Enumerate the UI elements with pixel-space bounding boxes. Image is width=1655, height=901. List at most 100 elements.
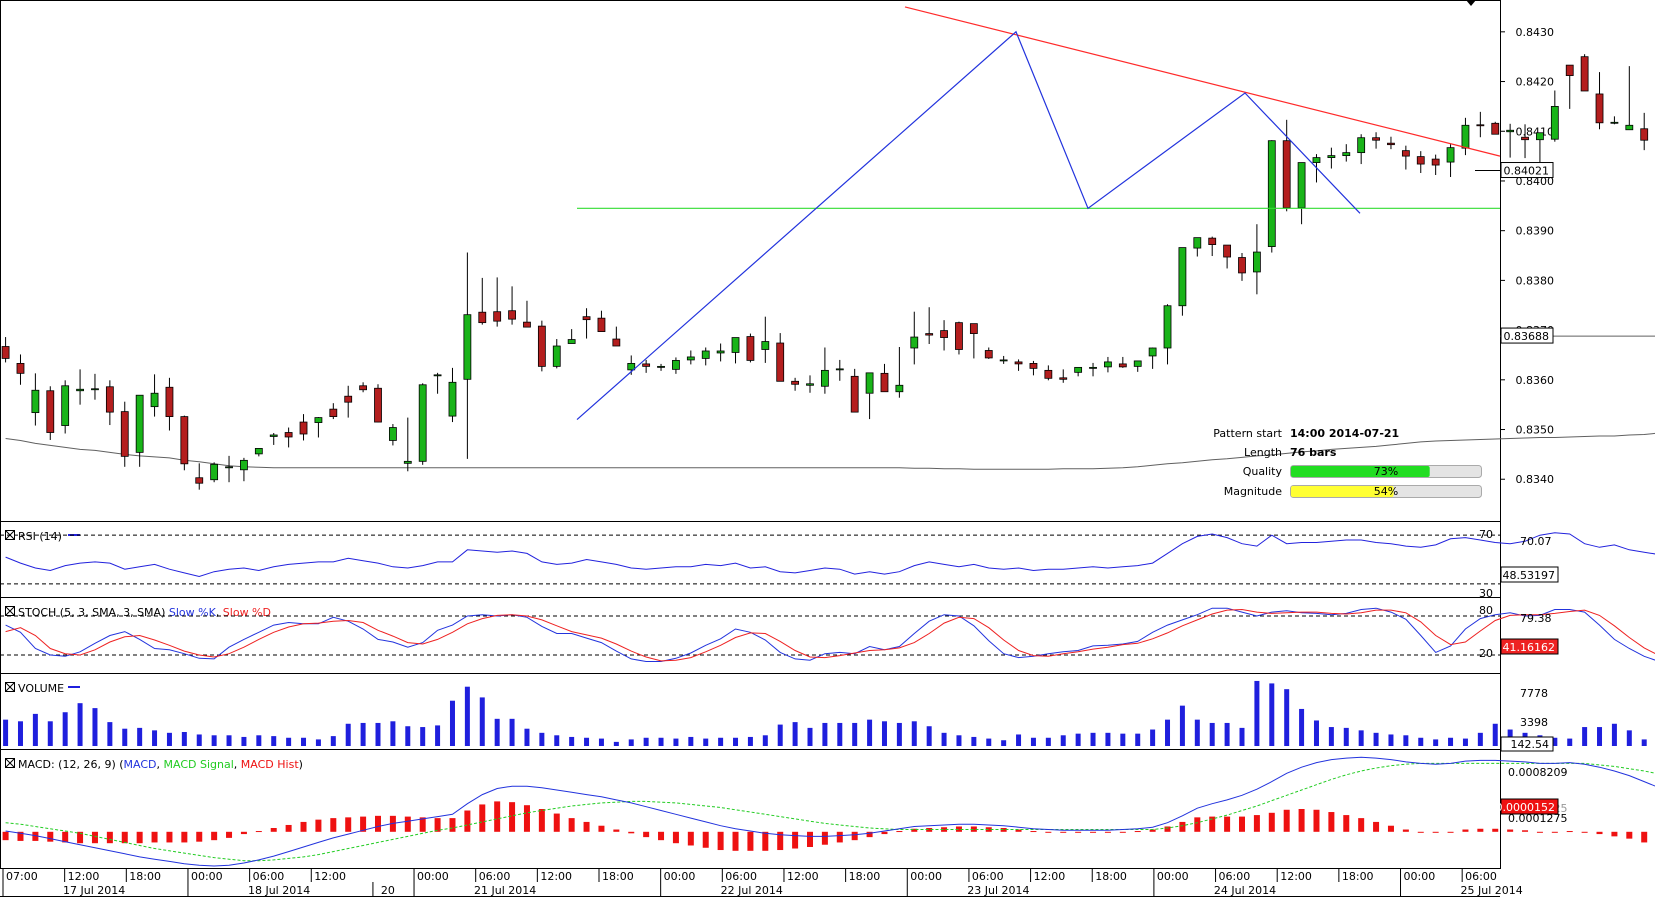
candle — [716, 343, 725, 362]
volume-bar — [1462, 738, 1468, 746]
candle-body — [463, 314, 472, 380]
macd-hist-bar — [1551, 831, 1558, 833]
stoch-last-label: 41.16162 — [1503, 641, 1556, 654]
candle — [940, 320, 948, 351]
macd-axis-label-high: 0.0008209 — [1508, 766, 1568, 779]
magnitude-value: 54% — [1374, 485, 1398, 498]
candle-body — [46, 390, 55, 433]
volume-bar — [509, 718, 515, 746]
macd-hist-bar — [702, 831, 709, 848]
time-tick-label: 07:00 — [6, 870, 38, 883]
candle — [344, 385, 353, 418]
candle — [329, 403, 338, 420]
macd-hist-bar — [896, 831, 903, 833]
candle — [1148, 347, 1157, 369]
candle-body — [1550, 105, 1559, 140]
stoch-level-20: 20 — [1479, 647, 1493, 660]
macd-hist-bar — [1581, 831, 1588, 833]
candle — [776, 333, 785, 382]
price-axis: 0.8430 0.8420 0.8410 0.8400 0.8390 0.8380 0.83… — [1500, 26, 1554, 486]
macd-hist-bar — [464, 810, 471, 832]
volume-bar — [1135, 733, 1141, 746]
macd-hist-bar — [821, 831, 828, 845]
zigzag-line — [576, 30, 1361, 421]
volume-bar — [673, 738, 679, 746]
candle-body — [925, 333, 934, 336]
macd-hist-bar — [1134, 831, 1141, 833]
candle — [1223, 244, 1232, 269]
macd-hist-bar — [121, 831, 128, 844]
volume-bar — [688, 736, 694, 746]
date-tick-label: 17 Jul 2014 — [63, 884, 125, 897]
rsi-axis-label: 70.07 — [1520, 535, 1552, 548]
magnitude-label: Magnitude — [1224, 485, 1283, 498]
candle-body — [448, 381, 457, 417]
time-tick-label: 18:00 — [849, 870, 881, 883]
candle — [76, 369, 84, 405]
candle-body — [820, 369, 829, 387]
candle-body — [910, 336, 919, 349]
candle-body — [120, 411, 129, 457]
volume-bar — [479, 697, 485, 746]
candle-body — [240, 459, 248, 471]
volume-bar — [1343, 727, 1349, 746]
candle — [1238, 253, 1246, 281]
candle — [612, 326, 621, 347]
candle-body — [1565, 64, 1574, 76]
macd-hist-bar — [434, 818, 441, 832]
candle — [403, 417, 412, 472]
macd-hist-bar — [658, 831, 665, 841]
macd-hist-bar — [315, 819, 322, 832]
candle — [1074, 366, 1083, 377]
candle — [537, 320, 546, 372]
candle-body — [1208, 237, 1217, 245]
candle — [314, 417, 323, 438]
macd-hist-bar — [1253, 815, 1260, 832]
volume-bar — [1016, 734, 1022, 746]
macd-hist-bar — [1090, 831, 1097, 833]
candle — [150, 374, 159, 417]
macd-line — [5, 756, 1655, 867]
volume-bar — [166, 732, 172, 746]
volume-bar — [181, 732, 187, 746]
candle-body — [523, 321, 531, 328]
pattern-start-label: Pattern start — [1213, 427, 1282, 440]
macd-hist-bar — [17, 831, 24, 841]
candle-body — [1416, 156, 1425, 165]
macd-hist-bar — [613, 829, 620, 832]
macd-hist-bar — [1611, 831, 1618, 837]
date-tick-label: 18 Jul 2014 — [248, 884, 310, 897]
volume-bar — [569, 736, 575, 746]
candle-body — [940, 330, 948, 338]
candle-body — [403, 460, 412, 464]
candle-body — [1640, 128, 1649, 141]
candle-body — [150, 392, 159, 408]
candle-body — [1536, 132, 1544, 141]
macd-hist-bar — [360, 816, 367, 832]
macd-hist-bar — [1164, 826, 1171, 832]
time-tick-label: 18:00 — [1342, 870, 1374, 883]
candle — [374, 384, 382, 423]
candle — [910, 311, 919, 365]
last-price-tag: 0.84021 — [1500, 162, 1554, 179]
macd-hist-bar — [777, 831, 784, 851]
macd-hist-bar — [717, 831, 724, 851]
candle-body — [105, 386, 114, 413]
candle-body — [1059, 377, 1068, 380]
candle — [478, 277, 487, 325]
volume-bar — [1269, 683, 1275, 746]
time-tick-label: 12:00 — [540, 870, 572, 883]
volume-bar — [598, 738, 604, 746]
volume-last-tag — [1500, 736, 1554, 752]
macd-hist-bar — [1373, 821, 1380, 832]
candle-body — [1282, 140, 1291, 209]
candle-body — [672, 360, 680, 370]
scroll-marker-icon[interactable] — [1466, 0, 1476, 6]
volume-bar — [315, 739, 321, 746]
candle-body — [388, 427, 397, 441]
candle-body — [1014, 361, 1023, 365]
volume-bar — [1313, 720, 1319, 746]
price-tick-label: 0.8380 — [1516, 274, 1555, 287]
candle-body — [1461, 124, 1470, 149]
